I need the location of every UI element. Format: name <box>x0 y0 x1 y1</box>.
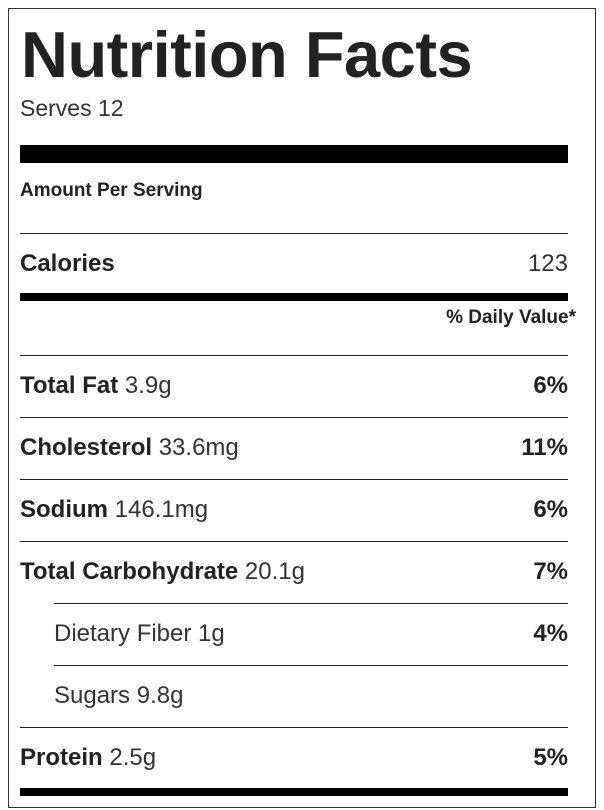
divider <box>20 355 568 356</box>
nutrient-dv: 6% <box>533 372 568 399</box>
nutrient-name: Dietary Fiber <box>54 620 192 647</box>
nutrient-amount: 2.5g <box>109 744 157 771</box>
nutrient-name: Sodium <box>20 496 108 523</box>
nutrient-amount: 1g <box>198 620 225 647</box>
nutrient-row-sugars: Sugars 9.8g <box>54 666 568 726</box>
nutrient-dv: 5% <box>533 744 568 771</box>
nutrient-row-protein: Protein 2.5g 5% <box>20 728 568 788</box>
thick-divider <box>20 145 568 163</box>
nutrient-amount: 20.1g <box>244 558 305 585</box>
divider <box>20 417 568 418</box>
label-title: Nutrition Facts <box>21 18 473 91</box>
calories-row: Calories 123 <box>20 234 568 294</box>
nutrition-label <box>8 8 596 808</box>
amount-per-serving: Amount Per Serving <box>20 180 203 201</box>
nutrient-row-total-carbohydrate: Total Carbohydrate 20.1g 7% <box>20 542 568 602</box>
divider <box>20 541 568 542</box>
nutrient-row-cholesterol: Cholesterol 33.6mg 11% <box>20 418 568 478</box>
divider <box>20 727 568 728</box>
nutrient-amount: 9.8g <box>136 682 184 709</box>
nutrient-row-total-fat: Total Fat 3.9g 6% <box>20 356 568 416</box>
nutrient-name: Protein <box>20 744 103 771</box>
nutrient-amount: 33.6mg <box>158 434 239 461</box>
nutrient-dv: 4% <box>533 620 568 647</box>
servings-text: Serves 12 <box>20 95 124 121</box>
nutrient-dv: 7% <box>533 558 568 585</box>
nutrient-dv: 11% <box>521 434 568 461</box>
calories-value: 123 <box>527 250 568 277</box>
divider <box>20 233 568 234</box>
daily-value-header: % Daily Value* <box>446 307 576 328</box>
nutrient-dv: 6% <box>533 496 568 523</box>
nutrient-amount: 3.9g <box>124 372 172 399</box>
nutrient-name: Sugars <box>54 682 131 709</box>
nutrient-name: Total Fat <box>20 372 119 399</box>
divider <box>54 665 568 666</box>
nutrient-row-sodium: Sodium 146.1mg 6% <box>20 480 568 540</box>
divider <box>20 479 568 480</box>
bottom-divider <box>20 788 568 796</box>
medium-divider <box>20 293 568 301</box>
divider <box>54 603 568 604</box>
calories-label: Calories <box>20 250 115 277</box>
nutrient-name: Total Carbohydrate <box>20 558 239 585</box>
nutrient-amount: 146.1mg <box>114 496 209 523</box>
nutrient-row-dietary-fiber: Dietary Fiber 1g 4% <box>54 604 568 664</box>
nutrient-name: Cholesterol <box>20 434 153 461</box>
